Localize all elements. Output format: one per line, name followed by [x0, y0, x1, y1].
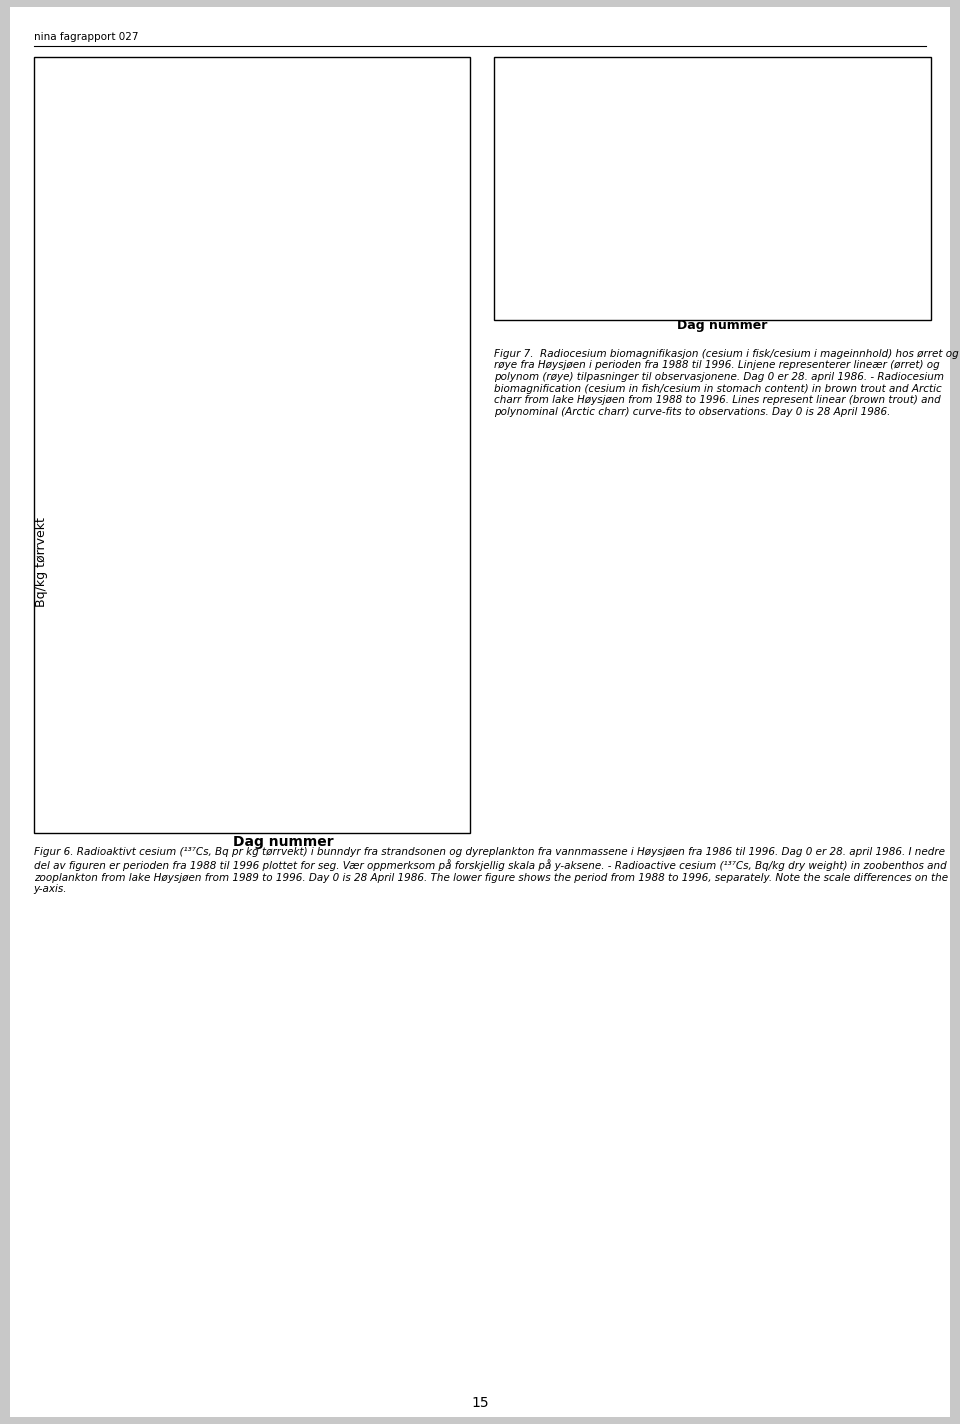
Text: Bq/kg tørrvekt: Bq/kg tørrvekt — [35, 517, 48, 608]
Text: Figur 6. Radioaktivt cesium (¹³⁷Cs, Bq pr kg tørrvekt) i bunndyr fra strandsonen: Figur 6. Radioaktivt cesium (¹³⁷Cs, Bq p… — [34, 847, 948, 894]
Title: 1988 - 1996: 1988 - 1996 — [232, 466, 334, 480]
Legend: Røye, Ørret: Røye, Ørret — [842, 84, 907, 117]
X-axis label: Dag nummer: Dag nummer — [677, 319, 768, 332]
Legend: Bunndyr, Dyreplankton: Bunndyr, Dyreplankton — [329, 91, 450, 125]
Y-axis label: Biomagnifikasjon: Biomagnifikasjon — [497, 141, 507, 236]
Title: 1986 - 1996: 1986 - 1996 — [232, 68, 334, 83]
Text: nina fagrapport 027: nina fagrapport 027 — [34, 31, 138, 41]
X-axis label: Dag nummer: Dag nummer — [233, 834, 333, 849]
Text: 15: 15 — [471, 1396, 489, 1410]
Text: Figur 7.  Radiocesium biomagnifikasjon (cesium i fisk/cesium i mageinnhold) hos : Figur 7. Radiocesium biomagnifikasjon (c… — [494, 349, 959, 417]
